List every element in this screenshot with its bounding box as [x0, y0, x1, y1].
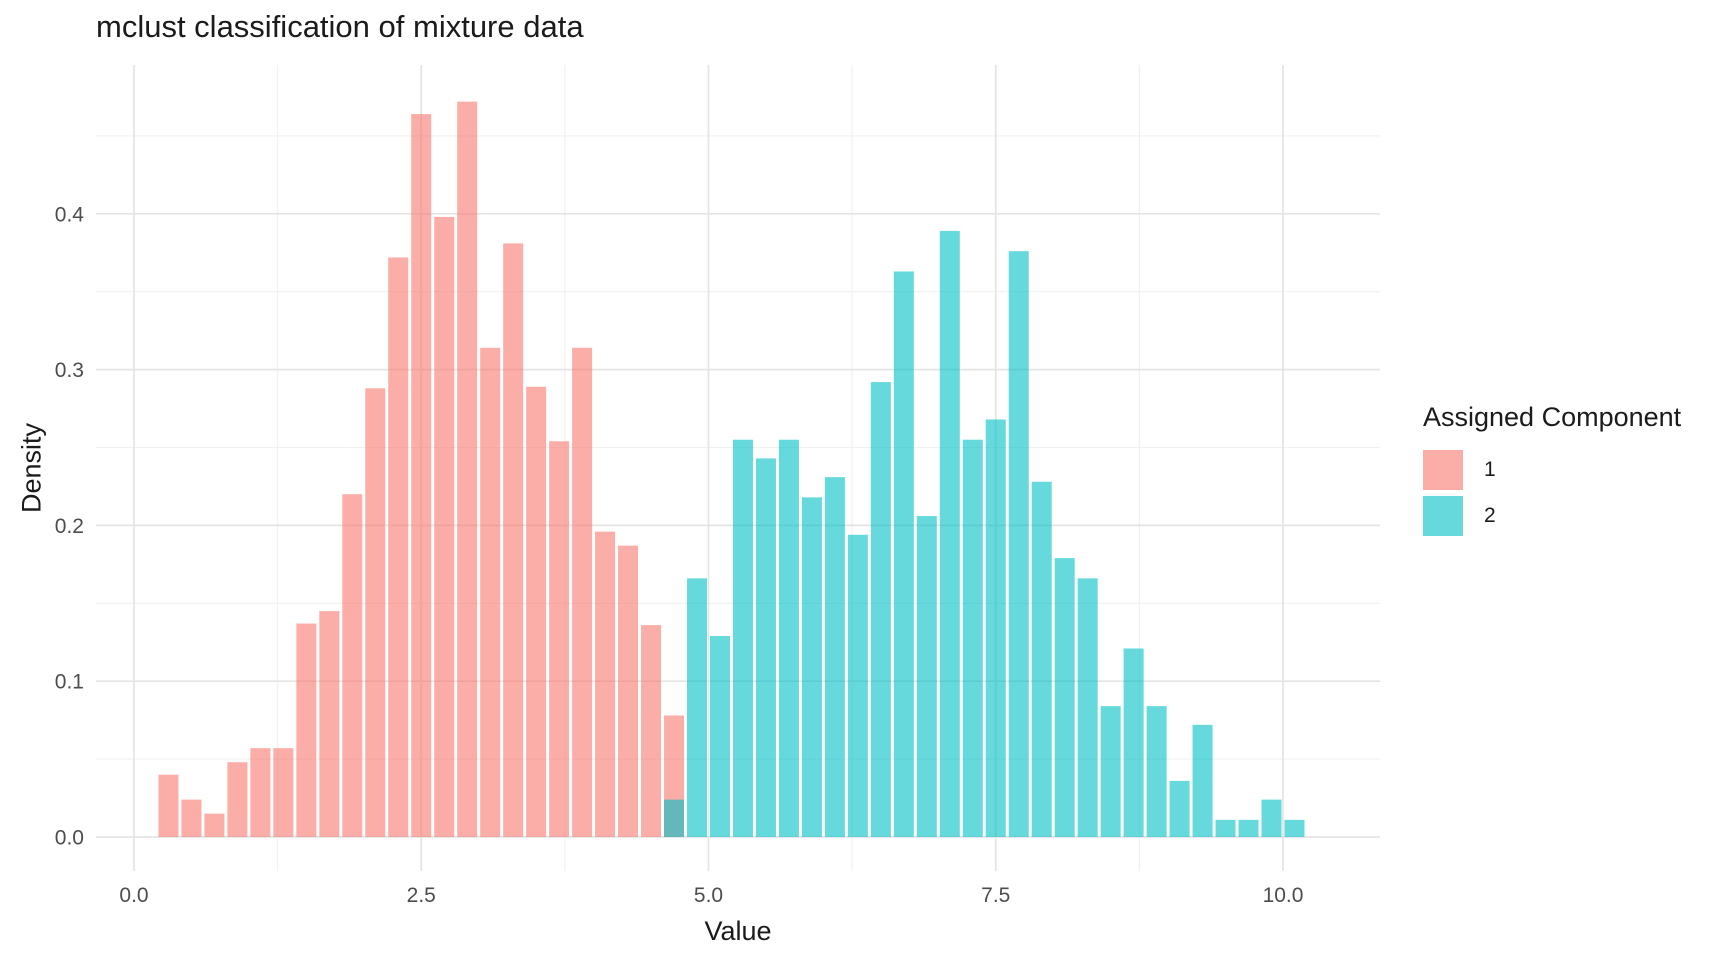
y-tick-label: 0.0	[55, 827, 84, 850]
histogram-bar-component2	[870, 382, 891, 837]
histogram-bar-component2	[1077, 578, 1098, 837]
histogram-bar-component2	[847, 534, 868, 837]
histogram-bar-component2	[939, 230, 960, 838]
legend-item: 2	[1423, 496, 1681, 536]
y-tick-label: 0.1	[55, 671, 84, 694]
histogram-bar-component2	[962, 439, 983, 837]
histogram-bar-component2	[1261, 799, 1282, 837]
histogram-bar-component1	[572, 347, 593, 837]
x-tick-label: 0.0	[119, 884, 148, 907]
histogram-bar-component1	[411, 114, 432, 837]
y-axis-title: Density	[16, 422, 47, 514]
histogram-bar-component2	[916, 516, 937, 837]
x-tick-label: 2.5	[407, 884, 436, 907]
histogram-bar-component2	[1169, 780, 1190, 837]
histogram-bar-component2	[1238, 819, 1259, 837]
histogram-bar-component1	[204, 813, 225, 837]
histogram-bar-component2	[755, 458, 776, 837]
histogram-bar-component2	[1123, 648, 1144, 837]
histogram-bar-component2	[1054, 558, 1075, 837]
histogram-bar-component2	[709, 636, 730, 837]
histogram-bar-component1	[526, 386, 547, 837]
histogram-bar-component2	[1100, 706, 1121, 837]
histogram-bar-component2	[687, 578, 708, 837]
histogram-bar-component1	[365, 388, 386, 837]
histogram-bar-component2	[1008, 251, 1029, 837]
histogram-bar-component2	[824, 477, 845, 837]
legend-item: 1	[1423, 450, 1681, 490]
legend-item-label: 1	[1484, 458, 1496, 481]
histogram-bar-component1	[319, 611, 340, 837]
histogram-bar-component1	[503, 243, 524, 838]
histogram-bar-component2	[1146, 706, 1167, 837]
histogram-bar-component2	[1192, 724, 1213, 837]
histogram-bar-component1	[480, 347, 501, 837]
histogram-bar-component2	[985, 419, 1006, 837]
histogram-bar-component1	[158, 774, 179, 837]
legend-swatch	[1423, 496, 1463, 536]
histogram-bar-component1	[296, 623, 317, 837]
legend-swatch	[1423, 450, 1463, 490]
histogram-bar-component2	[1215, 819, 1236, 837]
y-tick-label: 0.4	[55, 203, 85, 226]
histogram-bar-component2	[893, 271, 914, 837]
y-tick-label: 0.2	[55, 515, 84, 538]
legend-item-label: 2	[1484, 504, 1496, 527]
histogram-bar-component1	[181, 799, 202, 837]
x-tick-label: 10.0	[1263, 884, 1304, 907]
histogram-bar-component2	[1284, 819, 1305, 837]
histogram-bar-component1	[549, 441, 570, 837]
histogram-bar-component1	[250, 748, 271, 837]
histogram-bar-component1	[434, 216, 455, 837]
histogram-bar-component1	[457, 101, 478, 837]
histogram-bar-component1	[595, 531, 616, 837]
y-tick-label: 0.3	[55, 359, 84, 382]
histogram-bar-component2	[664, 799, 685, 837]
histogram-bar-component2	[732, 439, 753, 837]
histogram-bar-component1	[618, 545, 639, 837]
x-tick-label: 7.5	[981, 884, 1010, 907]
x-tick-label: 5.0	[694, 884, 723, 907]
x-axis-title: Value	[704, 916, 772, 946]
histogram-bar-component2	[1031, 481, 1052, 837]
histogram-bar-component2	[778, 439, 799, 837]
plot-title: mclust classification of mixture data	[96, 9, 584, 44]
histogram-bar-component1	[342, 494, 363, 837]
histogram-bar-component1	[641, 625, 662, 837]
histogram-bar-component2	[801, 497, 822, 837]
histogram-bar-component1	[273, 748, 294, 837]
legend-title: Assigned Component	[1423, 402, 1682, 432]
histogram-bar-component1	[388, 257, 409, 837]
histogram-bar-component1	[227, 762, 248, 837]
